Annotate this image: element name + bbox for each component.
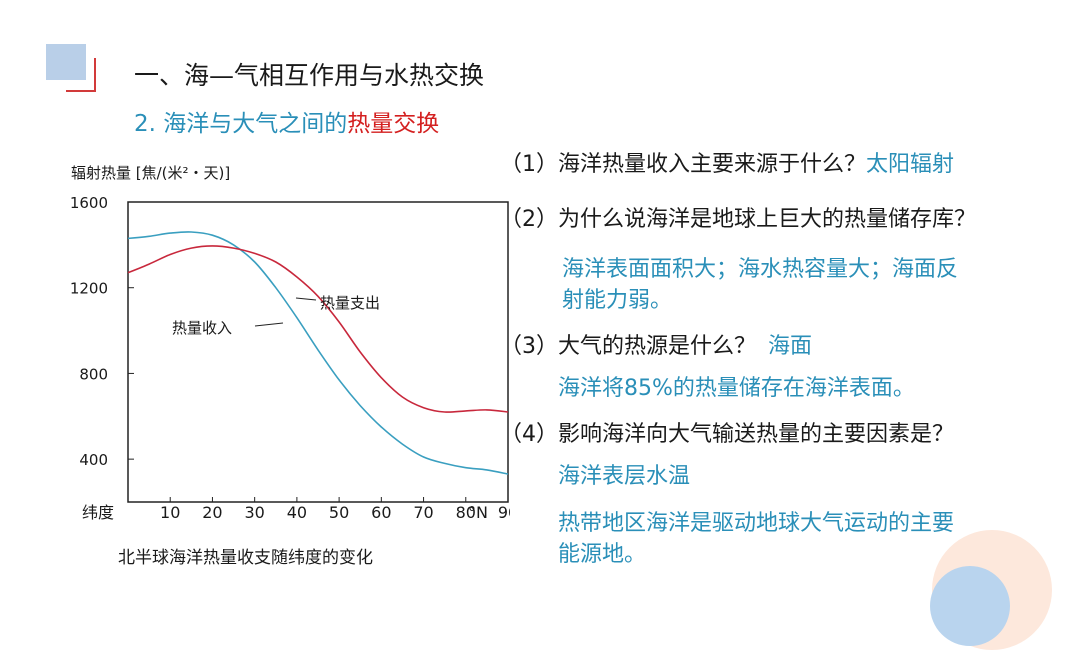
plot-frame: [127, 201, 509, 503]
x-tick-label: 30: [244, 503, 264, 522]
heat-budget-chart: 1600 1200 800 400 10 20 30 40 50 60 70 80 90 热量收入 热…: [70, 194, 510, 522]
series-line-heat-expenditure: [127, 245, 509, 413]
chart-caption: 北半球海洋热量收支随纬度的变化: [118, 548, 373, 568]
subtitle-prefix: 2. 海洋与大气之间的: [134, 111, 348, 137]
question-3-answer: 海面: [768, 334, 813, 359]
question-1: （1）海洋热量收入主要来源于什么？太阳辐射: [500, 146, 954, 178]
x-axis-unit: °N: [468, 503, 488, 522]
page-subtitle: 2. 海洋与大气之间的热量交换: [134, 104, 439, 138]
question-2: （2）为什么说海洋是地球上巨大的热量储存库？: [500, 207, 976, 232]
x-tick-label: 60: [371, 503, 391, 522]
decor-circle-blue: [930, 566, 1010, 646]
answer-2-line-2: 射能力弱。: [562, 288, 673, 313]
label-leader-expenditure: [295, 297, 317, 301]
chart-y-axis-title: 辐射热量 [焦/(米²・天)]: [71, 164, 231, 182]
answer-4: 海洋表层水温: [558, 464, 691, 489]
question-4: （4）影响海洋向大气输送热量的主要因素是？: [500, 422, 954, 447]
x-tick-label: 50: [329, 503, 349, 522]
answer-2-line-1: 海洋表面面积大；海水热容量大；海面反: [562, 257, 959, 282]
y-tick-label: 800: [79, 365, 108, 383]
x-tick-label: 10: [160, 503, 180, 522]
x-tick-label: 80: [456, 503, 476, 522]
x-tick-label: 90: [498, 503, 510, 522]
answer-4-extra-line-1: 热带地区海洋是驱动地球大气运动的主要: [558, 511, 955, 536]
page-title: 一、海—气相互作用与水热交换: [134, 61, 485, 90]
y-tick-label: 400: [79, 451, 108, 469]
question-3: （3）大气的热源是什么？ 海面: [500, 328, 812, 360]
question-1-text: （1）海洋热量收入主要来源于什么？: [500, 152, 866, 177]
answer-3: 海洋将85%的热量储存在海洋表面。: [558, 376, 915, 401]
x-tick-label: 70: [413, 503, 433, 522]
series-line-heat-income: [127, 231, 509, 475]
y-tick-label: 1200: [70, 280, 108, 298]
answer-2: 海洋表面面积大；海水热容量大；海面反 射能力弱。: [562, 254, 958, 316]
logo-bracket: [66, 58, 96, 92]
series-label-heat-income: 热量收入: [172, 319, 232, 337]
label-leader-income: [254, 322, 284, 327]
x-tick-label: 40: [287, 503, 307, 522]
answer-4-extra: 热带地区海洋是驱动地球大气运动的主要 能源地。: [558, 508, 954, 570]
y-tick-label: 1600: [70, 194, 108, 212]
series-label-heat-expenditure: 热量支出: [320, 294, 380, 312]
x-tick-label: 20: [202, 503, 222, 522]
x-axis-label: 纬度: [82, 503, 114, 522]
logo-square: [46, 44, 86, 80]
question-1-answer: 太阳辐射: [866, 152, 955, 177]
subtitle-highlight: 热量交换: [347, 111, 440, 137]
question-3-text: （3）大气的热源是什么？: [500, 334, 756, 359]
answer-4-extra-line-2: 能源地。: [558, 542, 647, 567]
